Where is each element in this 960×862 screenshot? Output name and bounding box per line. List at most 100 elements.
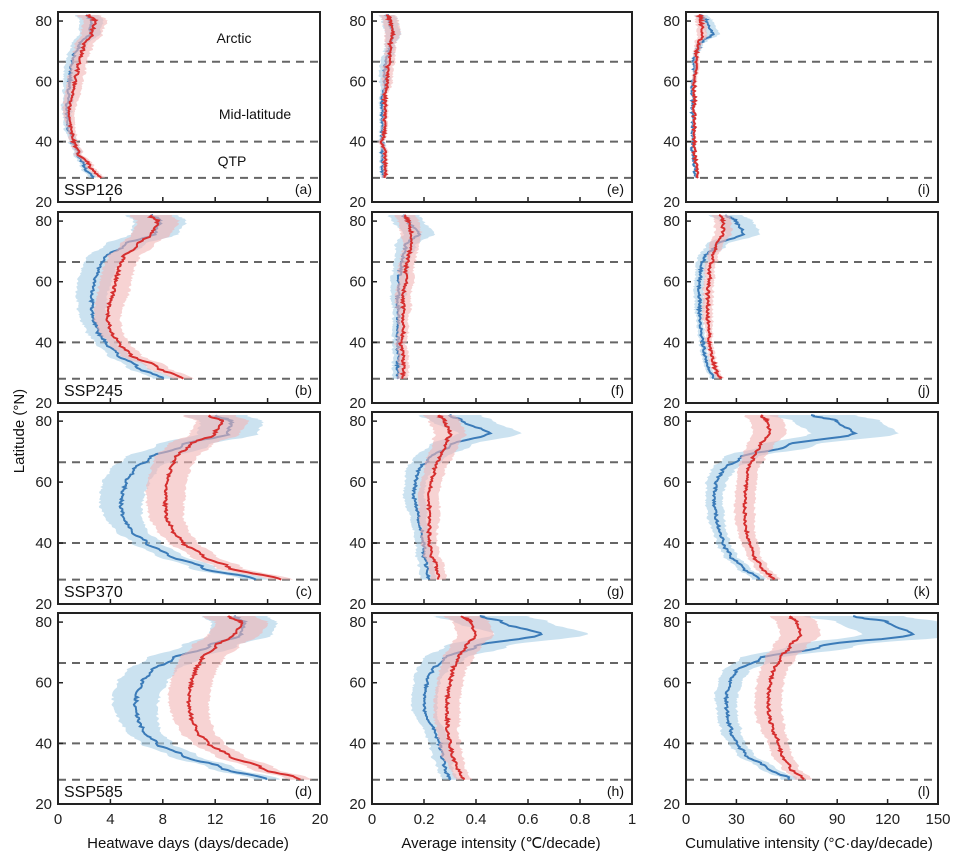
series-group xyxy=(111,615,313,781)
panel-frame xyxy=(371,11,633,203)
panel-frame xyxy=(371,211,633,404)
series-group xyxy=(387,214,436,380)
y-tick-label: 80 xyxy=(349,413,366,430)
panel-ssp245-average_intensity: 20 40 60 80 (f) xyxy=(349,211,633,412)
scenario-label: SSP370 xyxy=(64,584,123,601)
red-uncertainty-band xyxy=(62,15,108,178)
y-tick-label: 20 xyxy=(663,796,680,813)
y-tick-label: 20 xyxy=(349,596,366,613)
x-axis-label-cumulative-intensity: Cumulative intensity (°C·day/decade) xyxy=(685,835,933,852)
series-group xyxy=(60,14,108,179)
panel-frame xyxy=(57,211,321,404)
y-tick-label: 40 xyxy=(35,535,52,552)
x-tick-label: 12 xyxy=(207,811,224,828)
red-series-line xyxy=(379,14,397,179)
panel-frame xyxy=(57,11,321,203)
y-tick-label: 40 xyxy=(35,334,52,351)
panel-label: (e) xyxy=(607,181,624,197)
panel-label: (i) xyxy=(918,181,930,197)
red-series-line xyxy=(704,214,727,380)
panel-ssp585-average_intensity: 20 40 60 80 0 0.2 0.4 0.6 0.8 1(h) xyxy=(349,612,636,828)
y-tick-label: 40 xyxy=(349,535,366,552)
y-tick-label: 20 xyxy=(35,596,52,613)
region-labels: Arctic Mid-latitude QTP xyxy=(217,30,292,169)
red-uncertainty-band xyxy=(145,415,293,580)
blue-series-line xyxy=(689,14,715,179)
x-tick-label: 90 xyxy=(829,811,846,828)
y-tick-label: 40 xyxy=(663,334,680,351)
panel-ssp370-cumulative_intensity: 20 40 60 80 (k) xyxy=(663,411,939,613)
x-tick-label: 8 xyxy=(159,811,167,828)
panel-frame xyxy=(371,612,633,805)
blue-uncertainty-band xyxy=(704,415,899,580)
y-tick-label: 60 xyxy=(35,274,52,291)
series-group xyxy=(378,14,402,179)
x-tick-label: 0.2 xyxy=(414,811,435,828)
panel-frame xyxy=(371,411,633,605)
series-group xyxy=(692,214,761,380)
panels: 20406080(a)SSP12620406080(e)20406080(i)2… xyxy=(35,11,951,828)
x-tick-label: 60 xyxy=(778,811,795,828)
y-tick-label: 40 xyxy=(35,134,52,151)
y-tick-label: 40 xyxy=(349,334,366,351)
y-tick-label: 60 xyxy=(349,474,366,491)
y-tick-label: 60 xyxy=(349,73,366,90)
red-series-line xyxy=(66,14,102,179)
y-tick-label: 40 xyxy=(663,535,680,552)
panel-label: (l) xyxy=(918,783,930,799)
red-series-line xyxy=(398,214,415,379)
series-group xyxy=(402,414,522,580)
panel-frame xyxy=(685,211,939,404)
y-tick-label: 40 xyxy=(663,134,680,151)
panel-ssp126-heatwave_days: 20 40 60 80 (a) SSP126 xyxy=(35,11,321,211)
y-tick-label: 60 xyxy=(663,73,680,90)
y-tick-label: 80 xyxy=(349,213,366,230)
x-tick-label: 0 xyxy=(682,811,690,828)
series-group xyxy=(713,615,938,781)
y-tick-label: 80 xyxy=(663,13,680,30)
y-tick-label: 20 xyxy=(663,194,680,211)
x-tick-label: 0.4 xyxy=(466,811,487,828)
panel-ssp370-average_intensity: 20 40 60 80 (g) xyxy=(349,411,633,613)
series-group xyxy=(75,214,194,380)
y-tick-label: 20 xyxy=(35,395,52,412)
panel-ssp245-cumulative_intensity: 20 40 60 80 (j) xyxy=(663,211,939,412)
x-tick-label: 20 xyxy=(312,811,329,828)
y-tick-label: 60 xyxy=(349,274,366,291)
red-uncertainty-band xyxy=(93,215,194,379)
panel-frame xyxy=(57,612,321,805)
panel-ssp245-heatwave_days: 20 40 60 80 (b) SSP245 xyxy=(35,211,321,412)
red-series-line xyxy=(691,14,706,179)
scenario-label: SSP245 xyxy=(64,383,123,400)
series-group xyxy=(689,14,721,179)
y-tick-label: 20 xyxy=(349,395,366,412)
y-tick-label: 20 xyxy=(663,395,680,412)
red-series-line xyxy=(742,414,776,581)
panel-label: (j) xyxy=(918,382,930,398)
y-tick-label: 80 xyxy=(349,13,366,30)
y-tick-label: 20 xyxy=(35,194,52,211)
red-uncertainty-band xyxy=(432,616,494,780)
region-label-midlatitude: Mid-latitude xyxy=(219,106,292,122)
region-label-arctic: Arctic xyxy=(217,30,252,46)
x-tick-label: 4 xyxy=(106,811,114,828)
red-series-line xyxy=(425,414,453,580)
panel-ssp126-average_intensity: 20 40 60 80 (e) xyxy=(349,11,633,211)
blue-series-line xyxy=(695,214,746,380)
panel-ssp370-heatwave_days: 20 40 60 80 (c) SSP370 xyxy=(35,411,321,613)
blue-series-line xyxy=(711,414,859,580)
x-tick-label: 150 xyxy=(925,811,950,828)
y-tick-label: 60 xyxy=(35,675,52,692)
red-series-line xyxy=(105,214,184,380)
x-axis-label-average-intensity: Average intensity (℃/decade) xyxy=(401,835,600,852)
y-tick-label: 20 xyxy=(349,194,366,211)
y-tick-label: 40 xyxy=(35,735,52,752)
red-uncertainty-band xyxy=(753,616,822,780)
y-tick-label: 60 xyxy=(349,675,366,692)
y-tick-label: 60 xyxy=(663,474,680,491)
red-uncertainty-band xyxy=(417,415,467,580)
x-tick-label: 120 xyxy=(875,811,900,828)
x-tick-label: 0 xyxy=(54,811,62,828)
panel-label: (k) xyxy=(914,583,930,599)
x-tick-label: 0.8 xyxy=(570,811,591,828)
